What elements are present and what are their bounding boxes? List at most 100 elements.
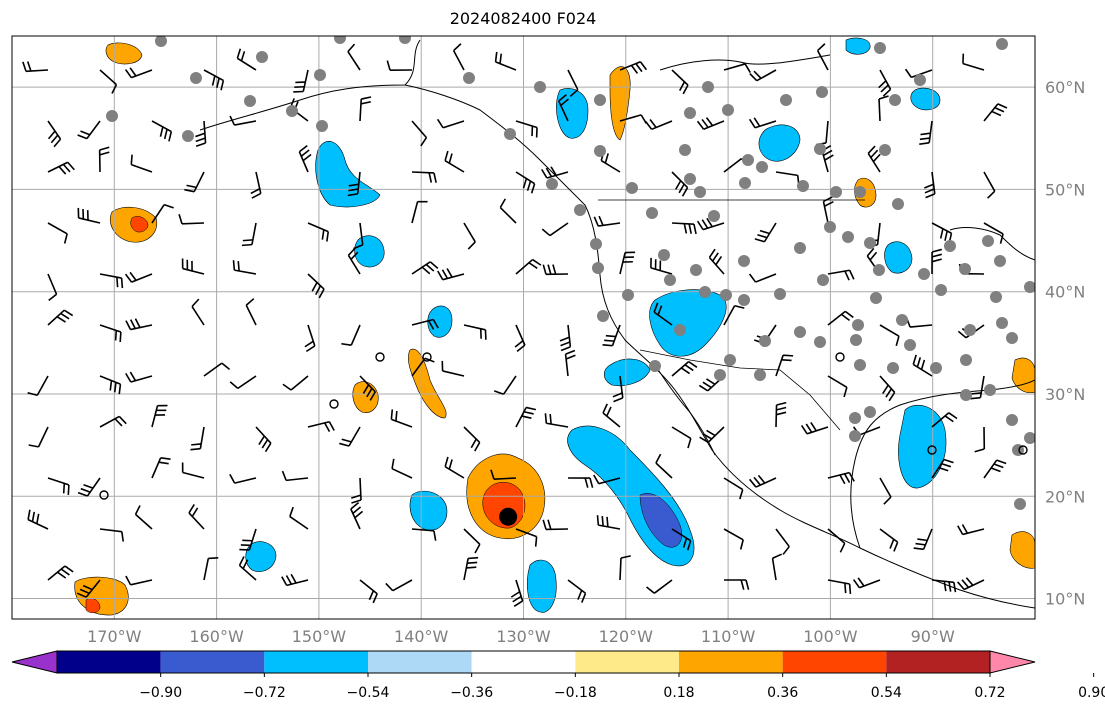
wind-barb: [619, 61, 648, 74]
station-dot: [690, 264, 702, 276]
station-dot: [742, 154, 754, 166]
lat-label: 10°N: [1045, 590, 1085, 609]
lon-label: 110°W: [701, 627, 756, 646]
contour-lightblue: [845, 37, 871, 55]
station-dot: [720, 289, 732, 301]
station-dot: [824, 221, 836, 233]
wind-barb: [47, 565, 74, 581]
station-dot: [1014, 498, 1026, 510]
wind-barb: [602, 324, 621, 347]
wind-barb: [229, 473, 257, 484]
station-dot: [626, 182, 638, 194]
station-dot: [182, 130, 194, 142]
wind-barb: [76, 579, 101, 598]
wind-barb: [241, 222, 257, 247]
contour-orange: [1009, 531, 1035, 569]
station-dot: [155, 36, 167, 47]
open-circle-marker: [99, 490, 109, 500]
wind-barb: [775, 354, 794, 377]
contour-lightblue: [315, 141, 381, 208]
station-dot: [714, 369, 726, 381]
wind-barb: [124, 271, 153, 283]
wind-barb: [124, 67, 153, 79]
wind-barb: [47, 477, 70, 495]
lon-label: 120°W: [599, 627, 654, 646]
open-circle-markers: [99, 352, 1028, 500]
contour-lightblue: [884, 241, 913, 274]
wind-barb: [341, 324, 361, 346]
wind-barb: [203, 362, 231, 377]
wind-barb: [47, 120, 62, 148]
wind-barb: [282, 375, 309, 391]
wind-barb: [775, 401, 787, 428]
station-dot: [106, 110, 118, 122]
wind-barb: [650, 257, 673, 275]
contour-lightblue: [649, 289, 727, 357]
wind-barb: [541, 222, 569, 237]
wind-barb: [293, 69, 309, 93]
colorbar-tick-label: −0.72: [243, 685, 286, 701]
station-dot: [889, 94, 901, 106]
wind-barb: [748, 474, 777, 488]
wind-barb: [347, 171, 361, 197]
station-dot: [964, 324, 976, 336]
wind-barb: [970, 375, 985, 400]
wind-barb: [411, 318, 439, 330]
station-dot: [864, 406, 876, 418]
station-dot: [996, 38, 1008, 50]
wind-barb: [827, 528, 846, 553]
colorbar-tick-label: 0.72: [974, 685, 1005, 701]
wind-barb: [655, 453, 673, 479]
station-dot: [935, 284, 947, 296]
station-dot: [870, 292, 882, 304]
wind-barb: [800, 421, 829, 435]
wind-barb: [151, 120, 173, 142]
colorbar-tick-label: −0.18: [554, 685, 597, 701]
map-frame: [11, 35, 1036, 620]
station-dot: [622, 289, 634, 301]
wind-barb: [878, 69, 892, 97]
wind-barb: [723, 304, 745, 326]
station-dot: [286, 105, 298, 117]
wind-barb: [499, 198, 517, 224]
station-dot: [759, 335, 771, 347]
station-dot: [842, 231, 854, 243]
wind-barb: [923, 171, 936, 199]
wind-barb: [494, 51, 517, 71]
colorbar-segment: [264, 651, 368, 673]
station-dot: [990, 291, 1002, 303]
station-dot: [399, 36, 411, 44]
wind-barb: [867, 145, 881, 173]
open-circle-marker: [835, 352, 845, 362]
colorbar-tick-label: 0.54: [871, 685, 902, 701]
station-dot: [849, 430, 861, 442]
wind-barb: [77, 120, 101, 140]
wind-barb: [515, 171, 536, 194]
contour-lightblue: [409, 490, 448, 531]
wind-barb: [359, 96, 372, 122]
station-dot: [959, 263, 971, 275]
station-dot: [674, 324, 686, 336]
wind-barb: [644, 119, 673, 131]
wind-barb: [514, 324, 526, 353]
wind-barb: [879, 477, 892, 505]
wind-barb: [77, 207, 101, 224]
station-dot: [879, 144, 891, 156]
open-circle-marker: [1018, 445, 1028, 455]
station-dot: [738, 255, 750, 267]
station-dot: [960, 354, 972, 366]
wind-barb: [27, 375, 49, 397]
station-dot: [852, 319, 864, 331]
colorbar-segment: [368, 651, 472, 673]
wind-barb: [125, 318, 153, 331]
wind-barb: [931, 412, 958, 428]
gulf-coast: [850, 379, 1035, 549]
wind-barb: [151, 203, 174, 224]
wind-barb: [203, 556, 219, 581]
wind-barb: [245, 298, 257, 326]
station-dot: [849, 412, 861, 424]
wind-barb: [754, 222, 777, 243]
wind-barb: [411, 120, 428, 147]
station-dot: [504, 128, 516, 140]
